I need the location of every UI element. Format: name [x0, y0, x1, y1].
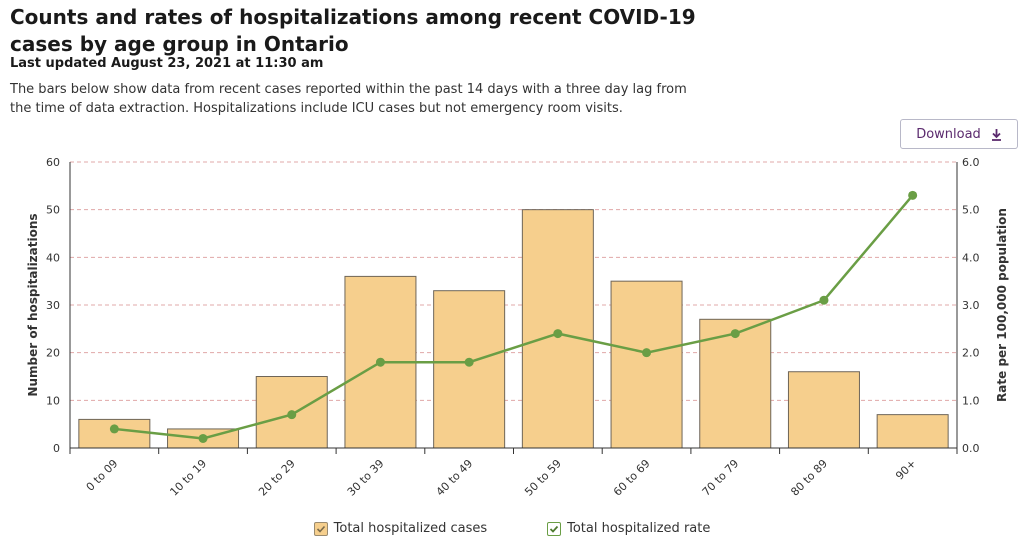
x-tick-label: 40 to 49 [434, 457, 476, 499]
bar [699, 318, 772, 449]
chart-legend: Total hospitalized cases Total hospitali… [0, 521, 1024, 536]
rate-point [198, 433, 208, 443]
y-tick-label: 60 [46, 156, 60, 169]
legend-item-cases[interactable]: Total hospitalized cases [313, 521, 488, 536]
chart-description: The bars below show data from recent cas… [10, 82, 687, 116]
x-tick-label: 20 to 29 [256, 457, 298, 499]
y2-tick-label: 4.0 [962, 251, 980, 264]
download-icon [991, 128, 1002, 141]
y2-tick-label: 1.0 [962, 394, 980, 407]
y2-tick-label: 3.0 [962, 299, 980, 312]
y-tick-label: 10 [46, 394, 60, 407]
download-button[interactable]: Download [900, 119, 1018, 149]
rate-point [109, 424, 119, 434]
x-tick-label: 60 to 69 [611, 457, 653, 499]
y2-tick-label: 6.0 [962, 156, 980, 169]
y-tick-label: 50 [46, 204, 60, 217]
bar [433, 290, 506, 449]
y2-tick-label: 2.0 [962, 347, 980, 360]
bar [610, 280, 683, 449]
y2-tick-label: 0.0 [962, 442, 980, 455]
check-icon [547, 521, 562, 536]
rate-point [375, 357, 385, 367]
x-tick-label: 80 to 89 [788, 457, 830, 499]
download-button-label: Download [916, 126, 981, 142]
last-updated: Last updated August 23, 2021 at 11:30 am [10, 56, 324, 71]
rate-point [908, 190, 918, 200]
y-axis-title: Number of hospitalizations [26, 213, 40, 396]
y-tick-label: 40 [46, 251, 60, 264]
hospitalization-chart: 0 10 20 30 40 50 60 0.0 1.0 2.0 3.0 4.0 5.0 6.0 0 to 0… [26, 156, 1009, 499]
rate-point [464, 357, 474, 367]
rate-point [819, 295, 829, 305]
check-icon [313, 521, 328, 536]
y-tick-label: 30 [46, 299, 60, 312]
rate-point [553, 329, 563, 339]
bar [876, 414, 949, 449]
rate-point [730, 329, 740, 339]
bar-series [78, 209, 949, 449]
legend-label-rate: Total hospitalized rate [567, 521, 711, 536]
grid-lines [70, 161, 957, 401]
rate-point [642, 348, 652, 358]
legend-item-rate[interactable]: Total hospitalized rate [547, 521, 710, 536]
x-tick-label: 90+ [893, 457, 919, 483]
y-tick-label: 20 [46, 347, 60, 360]
x-tick-label: 10 to 19 [167, 457, 209, 499]
y2-tick-label: 5.0 [962, 204, 980, 217]
x-tick-label: 30 to 39 [345, 457, 387, 499]
bar [787, 371, 860, 449]
x-tick-label: 70 to 79 [700, 457, 742, 499]
rate-point [287, 410, 297, 420]
bar [78, 418, 151, 449]
axes [69, 162, 958, 454]
rate-line [114, 194, 914, 440]
line-series [109, 190, 918, 443]
y-tick-label: 0 [53, 442, 60, 455]
page-title: Counts and rates of hospitalizations amo… [10, 5, 696, 56]
legend-label-cases: Total hospitalized cases [333, 521, 488, 536]
x-tick-label: 0 to 09 [84, 457, 121, 494]
x-tick-label: 50 to 59 [522, 457, 564, 499]
bar [521, 209, 594, 449]
y2-axis-title: Rate per 100,000 population [995, 208, 1009, 402]
